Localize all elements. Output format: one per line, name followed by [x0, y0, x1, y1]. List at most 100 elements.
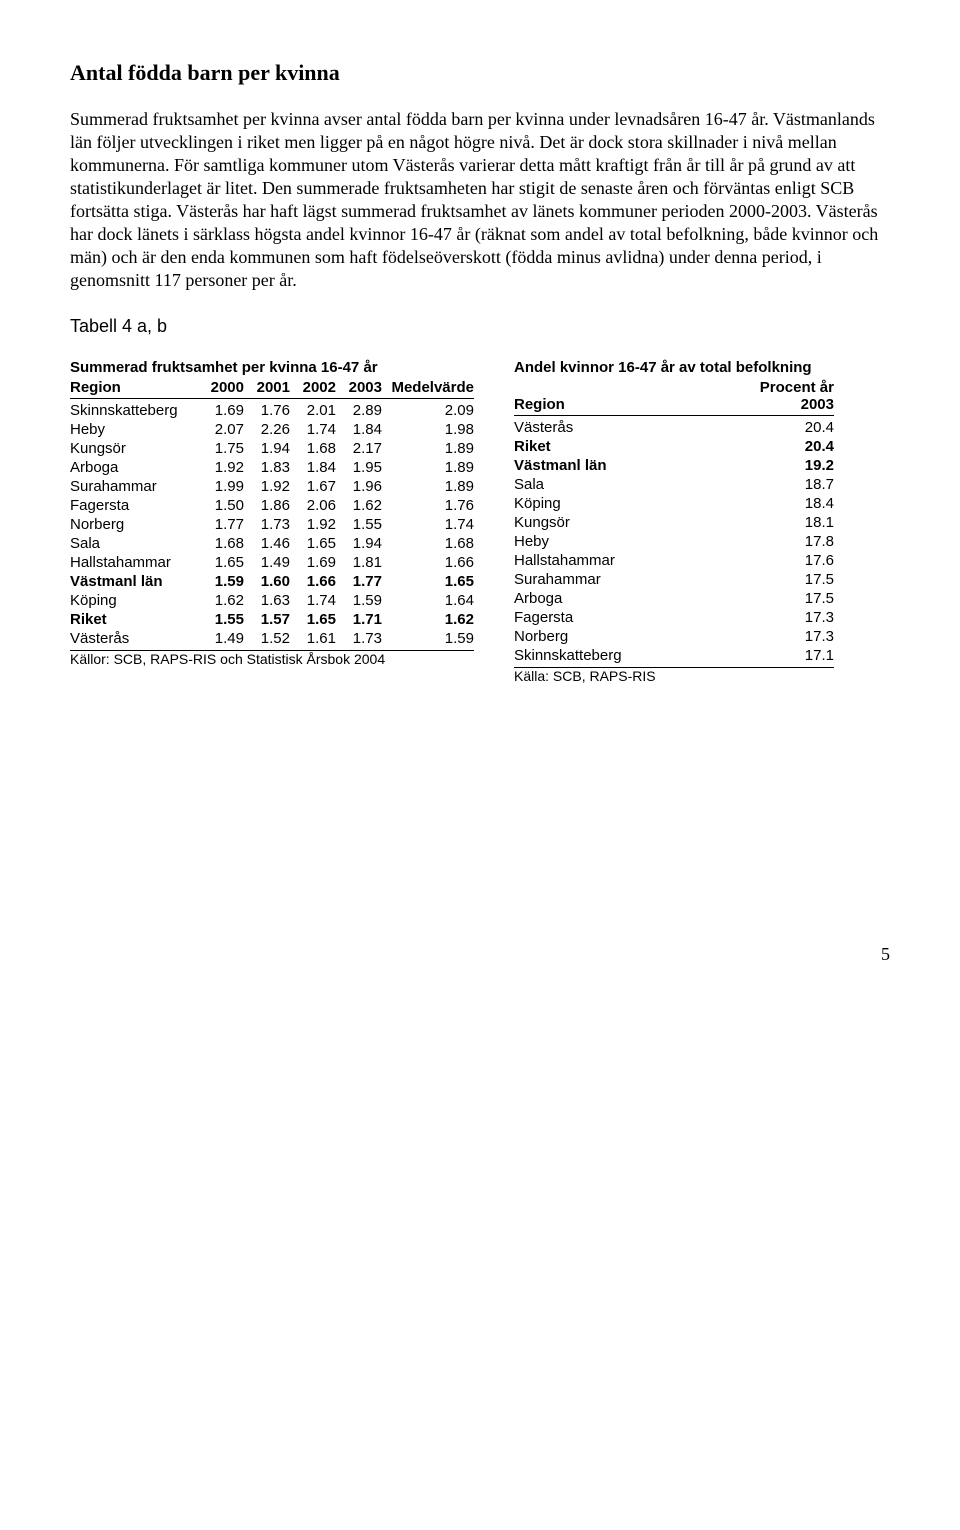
table-a-title: Summerad fruktsamhet per kvinna 16-47 år — [70, 359, 474, 376]
cell-value: 1.60 — [244, 572, 290, 591]
table-row: Surahammar17.5 — [514, 570, 834, 589]
table-a-footnote: Källor: SCB, RAPS-RIS och Statistisk Års… — [70, 650, 474, 667]
cell-value: 1.89 — [382, 477, 474, 496]
table-row: Arboga1.921.831.841.951.89 — [70, 458, 474, 477]
table-row: Fagersta1.501.862.061.621.76 — [70, 496, 474, 515]
body-paragraph: Summerad fruktsamhet per kvinna avser an… — [70, 108, 890, 292]
table-b-header: Region Procent år 2003 — [514, 378, 834, 416]
cell-value: 1.49 — [244, 553, 290, 572]
cell-value: 1.98 — [382, 420, 474, 439]
cell-value: 2.26 — [244, 420, 290, 439]
cell-region: Heby — [70, 420, 198, 439]
table-row: Västmanl län19.2 — [514, 456, 834, 475]
tables-row: Summerad fruktsamhet per kvinna 16-47 år… — [70, 359, 890, 684]
cell-value: 1.89 — [382, 458, 474, 477]
cell-region: Kungsör — [70, 439, 198, 458]
cell-value: 1.89 — [382, 439, 474, 458]
cell-value: 1.64 — [382, 591, 474, 610]
cell-value: 1.94 — [336, 534, 382, 553]
cell-value: 1.84 — [336, 420, 382, 439]
cell-value: 20.4 — [724, 437, 834, 456]
cell-value: 1.62 — [198, 591, 244, 610]
cell-value: 2.17 — [336, 439, 382, 458]
cell-value: 1.73 — [244, 515, 290, 534]
cell-value: 1.68 — [290, 439, 336, 458]
col-2001: 2001 — [244, 378, 290, 399]
cell-value: 20.4 — [724, 416, 834, 438]
table-row: Sala18.7 — [514, 475, 834, 494]
table-b-block: Andel kvinnor 16-47 år av total befolkni… — [514, 359, 834, 684]
cell-value: 18.7 — [724, 475, 834, 494]
table-b: Region Procent år 2003 Västerås20.4Riket… — [514, 378, 834, 665]
cell-region: Västmanl län — [70, 572, 198, 591]
cell-region: Arboga — [514, 589, 724, 608]
cell-region: Skinnskatteberg — [70, 399, 198, 421]
table-row: Sala1.681.461.651.941.68 — [70, 534, 474, 553]
cell-region: Kungsör — [514, 513, 724, 532]
cell-value: 1.57 — [244, 610, 290, 629]
cell-value: 1.61 — [290, 629, 336, 648]
cell-value: 1.59 — [198, 572, 244, 591]
cell-value: 1.52 — [244, 629, 290, 648]
cell-value: 1.62 — [336, 496, 382, 515]
page-number: 5 — [70, 944, 890, 965]
cell-region: Norberg — [70, 515, 198, 534]
cell-region: Skinnskatteberg — [514, 646, 724, 665]
cell-value: 1.63 — [244, 591, 290, 610]
cell-region: Hallstahammar — [514, 551, 724, 570]
table-row: Västerås20.4 — [514, 416, 834, 438]
table-row: Köping18.4 — [514, 494, 834, 513]
col-mean: Medelvärde — [382, 378, 474, 399]
cell-value: 1.96 — [336, 477, 382, 496]
table-row: Norberg1.771.731.921.551.74 — [70, 515, 474, 534]
table-row: Norberg17.3 — [514, 627, 834, 646]
cell-value: 1.50 — [198, 496, 244, 515]
table-row: Kungsör18.1 — [514, 513, 834, 532]
cell-value: 17.6 — [724, 551, 834, 570]
cell-value: 18.4 — [724, 494, 834, 513]
cell-value: 1.49 — [198, 629, 244, 648]
cell-value: 1.69 — [198, 399, 244, 421]
cell-value: 2.06 — [290, 496, 336, 515]
cell-value: 1.59 — [382, 629, 474, 648]
table-b-title: Andel kvinnor 16-47 år av total befolkni… — [514, 359, 834, 376]
table-row: Skinnskatteberg17.1 — [514, 646, 834, 665]
cell-region: Heby — [514, 532, 724, 551]
table-row: Västerås1.491.521.611.731.59 — [70, 629, 474, 648]
cell-value: 17.1 — [724, 646, 834, 665]
col-region: Region — [70, 378, 198, 399]
cell-value: 1.75 — [198, 439, 244, 458]
cell-region: Surahammar — [514, 570, 724, 589]
cell-region: Hallstahammar — [70, 553, 198, 572]
table-row: Riket20.4 — [514, 437, 834, 456]
cell-value: 1.67 — [290, 477, 336, 496]
cell-region: Surahammar — [70, 477, 198, 496]
table-a: Region 2000 2001 2002 2003 Medelvärde Sk… — [70, 378, 474, 648]
cell-value: 17.3 — [724, 608, 834, 627]
cell-region: Fagersta — [70, 496, 198, 515]
cell-value: 1.46 — [244, 534, 290, 553]
cell-value: 1.65 — [198, 553, 244, 572]
cell-value: 1.66 — [290, 572, 336, 591]
table-row: Riket1.551.571.651.711.62 — [70, 610, 474, 629]
cell-value: 1.74 — [290, 420, 336, 439]
cell-region: Sala — [70, 534, 198, 553]
cell-value: 17.5 — [724, 589, 834, 608]
cell-value: 1.65 — [382, 572, 474, 591]
cell-value: 1.92 — [244, 477, 290, 496]
cell-region: Riket — [514, 437, 724, 456]
cell-value: 1.77 — [198, 515, 244, 534]
cell-value: 2.09 — [382, 399, 474, 421]
cell-value: 1.77 — [336, 572, 382, 591]
cell-region: Riket — [70, 610, 198, 629]
table-row: Hallstahammar1.651.491.691.811.66 — [70, 553, 474, 572]
cell-region: Fagersta — [514, 608, 724, 627]
table-row: Skinnskatteberg1.691.762.012.892.09 — [70, 399, 474, 421]
table-a-block: Summerad fruktsamhet per kvinna 16-47 år… — [70, 359, 474, 684]
cell-region: Västmanl län — [514, 456, 724, 475]
cell-value: 1.66 — [382, 553, 474, 572]
cell-region: Västerås — [70, 629, 198, 648]
cell-value: 1.92 — [290, 515, 336, 534]
cell-value: 1.76 — [382, 496, 474, 515]
cell-value: 1.71 — [336, 610, 382, 629]
